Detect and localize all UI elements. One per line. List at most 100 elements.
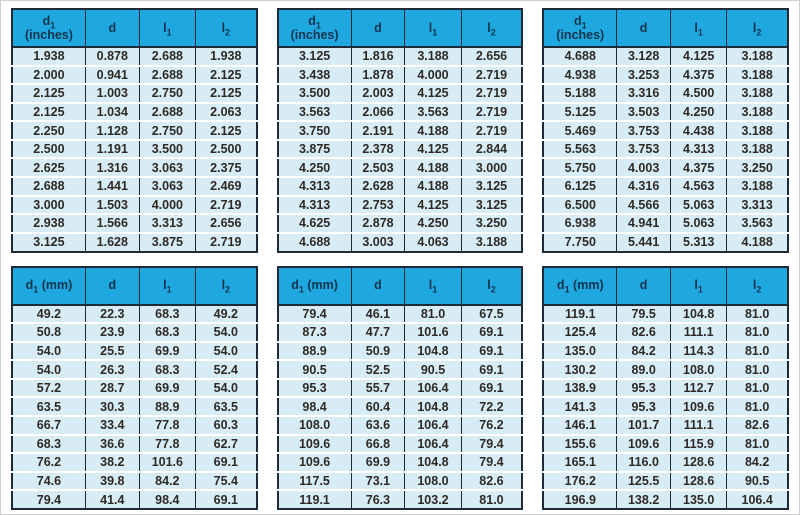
cell: 2.719 xyxy=(460,64,523,85)
cell: 5.750 xyxy=(543,157,617,178)
header-row: d1 (inches) d l1 l2 xyxy=(277,9,523,48)
cell: 101.6 xyxy=(138,452,196,472)
table-row: 2.688 1.441 3.063 2.469 xyxy=(12,176,257,196)
cell: 3.316 xyxy=(616,83,671,103)
cell: 67.5 xyxy=(460,304,523,324)
cell: 1.441 xyxy=(84,176,140,196)
table-row: 68.3 36.6 77.8 62.7 xyxy=(12,433,257,454)
cell: 1.191 xyxy=(84,138,140,159)
table-row: 7.750 5.441 5.313 4.188 xyxy=(543,231,788,252)
cell: 30.3 xyxy=(84,396,140,416)
cell: 146.1 xyxy=(543,414,617,435)
cell: 81.0 xyxy=(726,340,788,361)
cell: 4.125 xyxy=(670,47,727,66)
cell: 4.250 xyxy=(277,157,352,178)
cell: 128.6 xyxy=(670,470,727,491)
table-row: 2.625 1.316 3.063 2.375 xyxy=(12,157,257,178)
header-row: d1 (mm) d l1 l2 xyxy=(543,266,788,306)
table-row: 3.500 2.003 4.125 2.719 xyxy=(277,83,523,103)
cell: 104.8 xyxy=(670,304,727,324)
cell: 4.125 xyxy=(404,194,462,215)
cell: 81.0 xyxy=(726,377,788,398)
table-row: 74.6 39.8 84.2 75.4 xyxy=(12,470,257,491)
table-row: 5.469 3.753 4.438 3.188 xyxy=(543,120,788,140)
cell: 2.688 xyxy=(138,47,196,66)
cell: 2.500 xyxy=(194,138,257,159)
cell: 3.188 xyxy=(726,138,788,159)
cell: 38.2 xyxy=(84,452,140,472)
table-row: 66.7 33.4 77.8 60.3 xyxy=(12,414,257,435)
table-row: 88.9 50.9 104.8 69.1 xyxy=(277,340,523,361)
cell: 4.938 xyxy=(543,64,617,85)
cell: 4.188 xyxy=(404,157,462,178)
header-row: d1 (inches) d l1 l2 xyxy=(12,9,257,48)
table-row: 79.4 46.1 81.0 67.5 xyxy=(277,304,523,324)
header-row: d1 (mm) d l1 l2 xyxy=(277,266,523,306)
cell: 4.250 xyxy=(670,101,727,122)
cell: 5.188 xyxy=(543,83,617,103)
cell: 141.3 xyxy=(543,396,617,416)
cell: 3.188 xyxy=(726,47,788,66)
cell: 2.250 xyxy=(12,120,86,140)
cell: 3.563 xyxy=(277,101,352,122)
cell: 3.125 xyxy=(460,194,523,215)
cell: 155.6 xyxy=(543,433,617,454)
table-row: 130.2 89.0 108.0 81.0 xyxy=(543,359,788,379)
table-row: 63.5 30.3 88.9 63.5 xyxy=(12,396,257,416)
cell: 119.1 xyxy=(543,304,617,324)
cell: 39.8 xyxy=(84,470,140,491)
cell: 3.000 xyxy=(460,157,523,178)
cell: 90.5 xyxy=(277,359,352,379)
header-row: d1 (mm) d l1 l2 xyxy=(12,266,257,306)
cell: 2.375 xyxy=(194,157,257,178)
cell: 69.1 xyxy=(460,359,523,379)
cell: 66.7 xyxy=(12,414,86,435)
table-row: 5.563 3.753 4.313 3.188 xyxy=(543,138,788,159)
cell: 4.316 xyxy=(616,176,671,196)
table-row: 4.625 2.878 4.250 3.250 xyxy=(277,213,523,233)
cell: 76.3 xyxy=(350,489,405,509)
cell: 82.6 xyxy=(726,414,788,435)
table-row: 98.4 60.4 104.8 72.2 xyxy=(277,396,523,416)
cell: 119.1 xyxy=(277,489,352,509)
cell: 3.188 xyxy=(460,231,523,252)
cell: 54.0 xyxy=(194,377,257,398)
col-header-l1: l1 xyxy=(670,9,727,48)
spec-table-inches-2: d1 (inches) d l1 l2 3.125 1.816 3.188 2.656 3.438… xyxy=(276,8,524,253)
table-row: 5.125 3.503 4.250 3.188 xyxy=(543,101,788,122)
table-row: 50.8 23.9 68.3 54.0 xyxy=(12,322,257,342)
cell: 84.2 xyxy=(616,340,671,361)
cell: 68.3 xyxy=(138,322,196,342)
cell: 4.188 xyxy=(404,120,462,140)
col-header-d1: d1 (inches) xyxy=(543,9,617,48)
cell: 26.3 xyxy=(84,359,140,379)
cell: 89.0 xyxy=(616,359,671,379)
cell: 2.625 xyxy=(12,157,86,178)
cell: 4.688 xyxy=(277,231,352,252)
col-header-l1: l1 xyxy=(404,9,462,48)
cell: 2.719 xyxy=(460,83,523,103)
cell: 2.719 xyxy=(460,120,523,140)
cell: 5.313 xyxy=(670,231,727,252)
table-row: 2.125 1.034 2.688 2.063 xyxy=(12,101,257,122)
cell: 3.188 xyxy=(726,176,788,196)
spec-table-mm-1: d1 (mm) d l1 l2 49.2 22.3 68.3 49.2 50.8 23.9 68.3… xyxy=(11,265,258,510)
cell: 1.034 xyxy=(84,101,140,122)
cell: 82.6 xyxy=(460,470,523,491)
table-row: 5.188 3.316 4.500 3.188 xyxy=(543,83,788,103)
cell: 1.938 xyxy=(12,47,86,66)
cell: 109.6 xyxy=(616,433,671,454)
cell: 81.0 xyxy=(460,489,523,509)
table-row: 90.5 52.5 90.5 69.1 xyxy=(277,359,523,379)
col-header-d: d xyxy=(350,9,405,48)
spec-table-inches-3: d1 (inches) d l1 l2 4.688 3.128 4.125 3.188 4.938… xyxy=(542,8,789,253)
cell: 54.0 xyxy=(194,340,257,361)
cell: 109.6 xyxy=(277,433,352,454)
cell: 49.2 xyxy=(194,304,257,324)
cell: 3.503 xyxy=(616,101,671,122)
cell: 3.753 xyxy=(616,120,671,140)
cell: 90.5 xyxy=(404,359,462,379)
cell: 50.9 xyxy=(350,340,405,361)
cell: 104.8 xyxy=(404,452,462,472)
cell: 117.5 xyxy=(277,470,352,491)
